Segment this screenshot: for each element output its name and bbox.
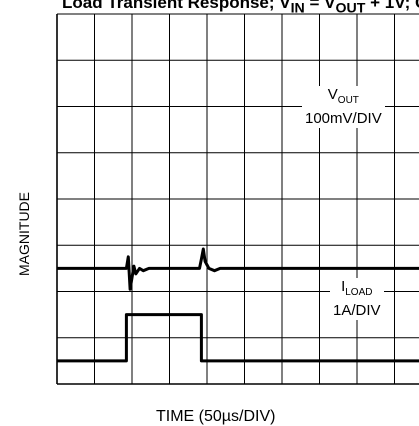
vout-series-name: VOUT [327, 86, 359, 106]
vout-annotation: VOUT 100mV/DIV [302, 86, 385, 128]
x-axis-label: TIME (50µs/DIV) [156, 408, 276, 425]
chart-title: Load Transient Response; VIN = VOUT + 1V… [62, 0, 419, 17]
iload-series-name: ILOAD [341, 278, 373, 298]
traces [57, 247, 419, 363]
vout-scale: 100mV/DIV [305, 110, 382, 127]
iload-scale: 1A/DIV [333, 302, 381, 319]
vout-trace [57, 247, 419, 291]
iload-trace [57, 313, 419, 363]
y-axis-label: MAGNITUDE [16, 192, 32, 276]
grid [56, 13, 419, 385]
iload-annotation: ILOAD 1A/DIV [330, 278, 384, 320]
